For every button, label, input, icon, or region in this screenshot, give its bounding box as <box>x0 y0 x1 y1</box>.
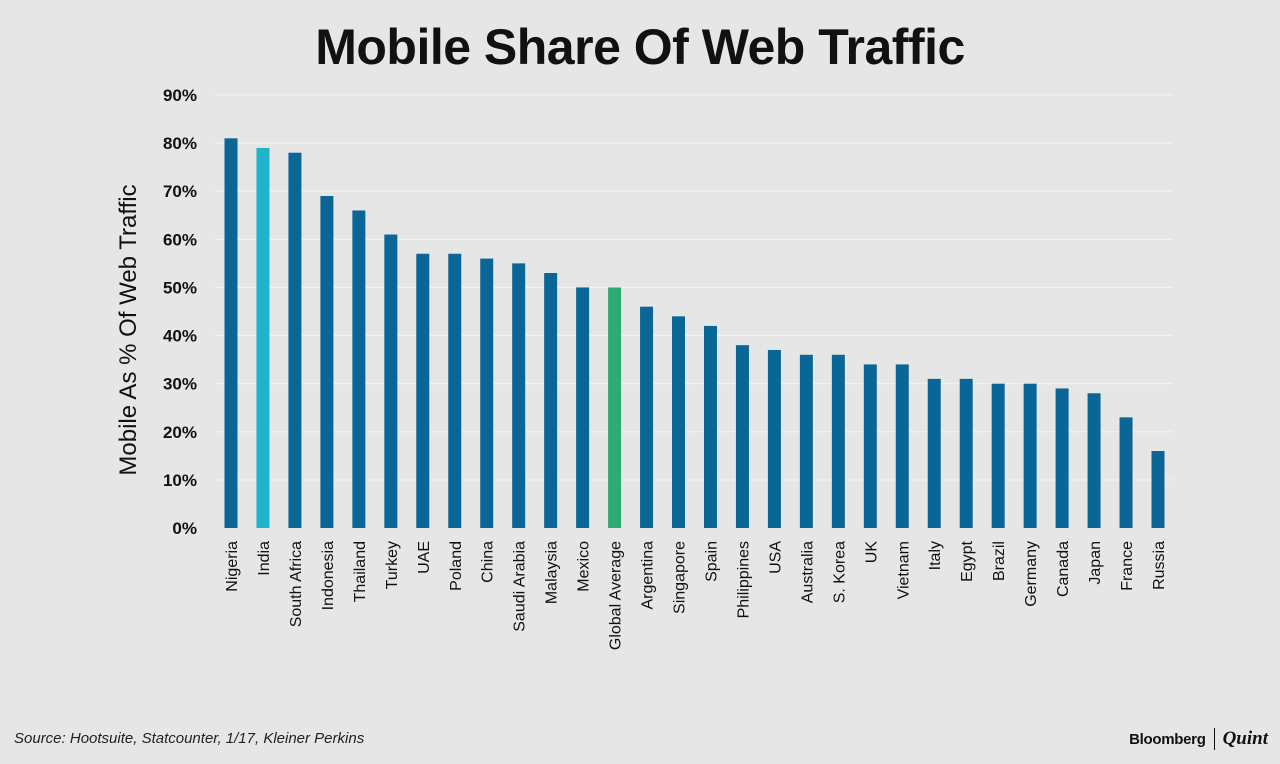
gridlines <box>215 94 1172 481</box>
bar-s-korea <box>831 354 845 528</box>
y-tick-label: 80% <box>163 134 197 153</box>
source-note: Source: Hootsuite, Statcounter, 1/17, Kl… <box>14 730 365 747</box>
x-tick-label: Saudi Arabia <box>512 541 529 632</box>
bar-japan <box>1087 393 1101 528</box>
x-tick-label: Spain <box>703 541 720 582</box>
bar-spain <box>703 325 717 528</box>
x-tick-label: Canada <box>1055 541 1072 597</box>
bar-saudi-arabia <box>512 263 526 528</box>
bar-vietnam <box>895 364 909 528</box>
bar-italy <box>927 378 941 528</box>
x-tick-label: Indonesia <box>320 541 337 610</box>
x-tick-label: India <box>256 541 273 576</box>
brand-divider <box>1213 728 1215 750</box>
x-tick-label: Argentina <box>640 541 657 610</box>
y-tick-label: 50% <box>163 278 197 297</box>
x-tick-label: South Africa <box>288 541 305 627</box>
y-tick-label: 70% <box>163 182 197 201</box>
x-tick-label: Turkey <box>384 541 401 589</box>
x-tick-label: Germany <box>1023 541 1040 607</box>
bar-germany <box>1023 383 1037 528</box>
x-tick-label: Mexico <box>576 541 593 592</box>
y-tick-label: 60% <box>163 230 197 249</box>
bar-turkey <box>384 234 398 528</box>
x-tick-label: Brazil <box>991 541 1008 581</box>
x-tick-label: USA <box>767 541 784 574</box>
bar-argentina <box>640 306 654 528</box>
bar-usa <box>767 349 781 528</box>
bar-india <box>256 147 270 528</box>
bar-malaysia <box>544 273 558 528</box>
x-tick-label: Philippines <box>735 541 752 618</box>
bar-thailand <box>352 210 366 528</box>
bar-canada <box>1055 388 1069 528</box>
x-tick-label: UAE <box>416 541 433 574</box>
y-tick-label: 40% <box>163 327 197 346</box>
bars <box>224 138 1165 529</box>
y-tick-label: 0% <box>172 519 197 538</box>
x-tick-label: China <box>480 541 497 583</box>
bar-global-average <box>608 287 622 528</box>
bar-nigeria <box>224 138 238 529</box>
brand-logo: Bloomberg Quint <box>1129 728 1268 750</box>
bar-singapore <box>672 316 686 528</box>
y-tick-label: 20% <box>163 423 197 442</box>
brand-bloomberg: Bloomberg <box>1129 730 1206 748</box>
x-tick-label: France <box>1119 541 1136 591</box>
x-tick-label: UK <box>863 541 880 564</box>
x-tick-label: Nigeria <box>224 541 241 592</box>
x-tick-label: S. Korea <box>831 541 848 603</box>
x-tick-label: Singapore <box>672 541 689 614</box>
bar-china <box>480 258 494 528</box>
x-tick-label: Japan <box>1087 541 1104 585</box>
x-tick-label: Poland <box>448 541 465 591</box>
bar-egypt <box>959 378 973 528</box>
y-tick-label: 30% <box>163 375 197 394</box>
x-tick-label: Italy <box>927 541 944 570</box>
bar-poland <box>448 253 462 528</box>
y-tick-label: 90% <box>163 86 197 105</box>
y-axis-ticks: 0% 10% 20% 30% 40% 50% 60% 70% 80% 90% <box>163 86 197 538</box>
x-tick-label: Egypt <box>959 540 976 581</box>
chart-title: Mobile Share Of Web Traffic <box>315 19 965 75</box>
x-tick-label: Vietnam <box>895 541 912 599</box>
y-axis-label: Mobile As % Of Web Traffic <box>115 184 142 475</box>
bar-uae <box>416 253 430 528</box>
brand-quint: Quint <box>1222 728 1268 749</box>
bar-france <box>1119 417 1133 528</box>
bar-philippines <box>735 345 749 528</box>
bar-mexico <box>576 287 590 528</box>
x-tick-label: Global Average <box>608 541 625 650</box>
x-axis-labels: Nigeria India South Africa Indonesia Thailan… <box>224 540 1168 650</box>
bar-australia <box>799 354 813 528</box>
y-tick-label: 10% <box>163 471 197 490</box>
bar-uk <box>863 364 877 528</box>
x-tick-label: Malaysia <box>544 541 561 604</box>
bar-south-africa <box>288 152 302 528</box>
bar-indonesia <box>320 196 334 529</box>
x-tick-label: Thailand <box>352 541 369 602</box>
bar-russia <box>1151 451 1165 528</box>
x-tick-label: Russia <box>1151 541 1168 590</box>
bar-brazil <box>991 383 1005 528</box>
x-tick-label: Australia <box>799 541 816 603</box>
